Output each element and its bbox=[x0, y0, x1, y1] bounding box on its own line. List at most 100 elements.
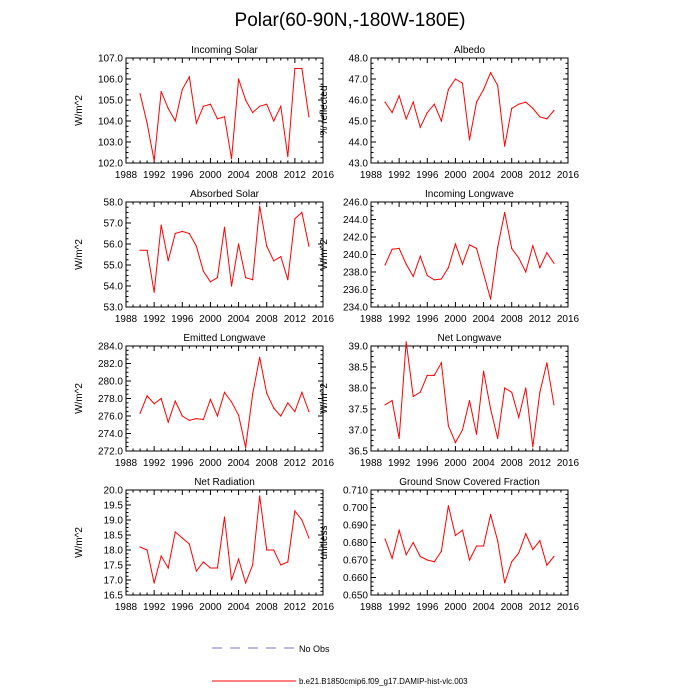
y-tick-label: 19.0 bbox=[104, 516, 124, 527]
data-point bbox=[440, 120, 442, 122]
data-point bbox=[202, 105, 204, 107]
data-point bbox=[532, 446, 534, 448]
chart-panel-3: Incoming Longwave 1988 1992 1996 2000 2004 200… bbox=[319, 189, 580, 325]
data-point bbox=[412, 275, 414, 277]
y-tick-label: 53.0 bbox=[104, 303, 124, 314]
y-tick-label: 39.0 bbox=[349, 342, 369, 353]
data-point bbox=[280, 564, 282, 566]
data-point bbox=[174, 400, 176, 402]
data-point bbox=[252, 564, 254, 566]
data-point bbox=[426, 274, 428, 277]
data-point bbox=[266, 392, 268, 394]
data-point bbox=[237, 243, 240, 245]
data-point bbox=[301, 211, 303, 214]
data-point bbox=[433, 561, 435, 563]
data-point bbox=[294, 218, 296, 220]
y-tick-label: 282.0 bbox=[98, 359, 123, 370]
data-point bbox=[468, 559, 471, 561]
chart-panel-7: Ground Snow Covered Fraction 1988 1992 1996… bbox=[319, 477, 580, 613]
y-tick-label: 57.0 bbox=[104, 219, 124, 230]
data-point bbox=[209, 281, 212, 283]
data-point bbox=[245, 277, 247, 279]
data-point bbox=[490, 513, 492, 516]
x-tick-label: 2016 bbox=[312, 458, 335, 469]
data-point bbox=[153, 403, 155, 405]
data-point bbox=[308, 411, 310, 413]
data-point bbox=[518, 257, 520, 259]
data-point bbox=[433, 279, 435, 281]
data-point bbox=[223, 516, 226, 518]
data-point bbox=[294, 411, 296, 413]
data-point bbox=[447, 425, 449, 427]
y-axis-label: W/m^2 bbox=[74, 239, 85, 270]
chart-panel-5: Net Longwave 1988 1992 1996 2000 2004 2008 2012… bbox=[319, 333, 580, 469]
x-tick-label: 2016 bbox=[557, 170, 580, 181]
chart-title: Net Radiation bbox=[194, 477, 255, 488]
data-point bbox=[447, 505, 449, 507]
data-point bbox=[475, 101, 478, 103]
data-point bbox=[419, 255, 421, 257]
panels: Incoming Solar 1988 1992 1996 2000 2004 2008 20… bbox=[74, 45, 580, 613]
x-tick-label: 1988 bbox=[115, 314, 138, 325]
data-point bbox=[511, 391, 513, 393]
x-tick-label: 2004 bbox=[472, 170, 495, 181]
data-point bbox=[468, 244, 471, 246]
y-tick-label: 0.660 bbox=[343, 573, 368, 584]
x-tick-label: 2008 bbox=[256, 314, 279, 325]
chart-title: Emitted Longwave bbox=[183, 333, 266, 344]
data-point bbox=[539, 116, 541, 118]
data-point bbox=[440, 278, 442, 280]
data-point bbox=[497, 540, 499, 542]
y-tick-label: 278.0 bbox=[98, 394, 123, 405]
x-tick-label: 2012 bbox=[284, 170, 307, 181]
x-tick-label: 1988 bbox=[115, 602, 138, 613]
x-tick-label: 2004 bbox=[472, 314, 495, 325]
data-point bbox=[280, 256, 282, 258]
data-point bbox=[245, 446, 247, 449]
y-tick-label: 55.0 bbox=[104, 261, 124, 272]
y-tick-label: 19.5 bbox=[104, 501, 124, 512]
x-tick-label: 2000 bbox=[199, 170, 222, 181]
data-point bbox=[252, 393, 254, 395]
data-point bbox=[287, 156, 289, 158]
y-tick-label: 38.0 bbox=[349, 384, 369, 395]
data-point bbox=[273, 549, 275, 551]
y-tick-label: 18.0 bbox=[104, 546, 124, 557]
data-point bbox=[412, 101, 414, 103]
data-point bbox=[475, 545, 478, 547]
data-point bbox=[511, 561, 513, 563]
x-tick-label: 1992 bbox=[143, 314, 166, 325]
data-point bbox=[181, 88, 183, 91]
data-point bbox=[308, 116, 310, 118]
data-point bbox=[391, 112, 393, 114]
data-point bbox=[504, 582, 506, 584]
data-point bbox=[195, 122, 197, 124]
data-point bbox=[266, 549, 268, 551]
data-point bbox=[440, 362, 442, 364]
data-point bbox=[511, 247, 513, 249]
data-point bbox=[384, 404, 386, 406]
data-point bbox=[188, 543, 190, 545]
y-tick-label: 20.0 bbox=[104, 486, 124, 497]
x-tick-label: 2008 bbox=[501, 458, 524, 469]
data-point bbox=[167, 107, 169, 109]
y-tick-label: 0.650 bbox=[343, 591, 368, 602]
data-point bbox=[139, 249, 141, 251]
data-point bbox=[259, 205, 261, 207]
data-point bbox=[482, 545, 485, 547]
y-tick-label: 274.0 bbox=[98, 429, 123, 440]
data-point bbox=[391, 557, 393, 559]
data-point bbox=[294, 67, 296, 70]
y-tick-label: 244.0 bbox=[343, 215, 368, 226]
y-tick-label: 17.5 bbox=[104, 561, 124, 572]
data-point bbox=[266, 103, 268, 105]
y-tick-label: 0.700 bbox=[343, 503, 368, 514]
data-point bbox=[174, 531, 176, 533]
y-tick-label: 56.0 bbox=[104, 240, 124, 251]
data-point bbox=[308, 537, 310, 539]
x-tick-label: 1992 bbox=[388, 458, 411, 469]
data-point bbox=[153, 160, 155, 162]
chart-title: Albedo bbox=[454, 45, 486, 56]
y-tick-label: 102.0 bbox=[98, 159, 123, 170]
